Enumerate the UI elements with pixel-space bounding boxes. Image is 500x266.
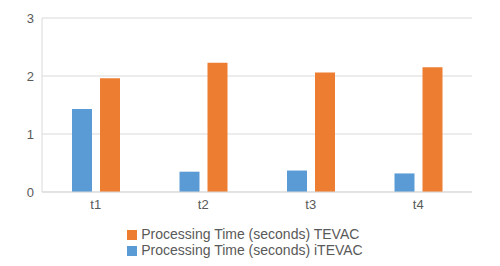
svg-text:2: 2 bbox=[27, 69, 34, 84]
html-text:Processing Time (seconds) iTEV: Processing Time (seconds) iTEVAC bbox=[141, 242, 363, 258]
svg-text:t1: t1 bbox=[90, 197, 101, 212]
html-text:Processing Time (seconds) TEVA: Processing Time (seconds) TEVAC bbox=[141, 226, 360, 242]
svg-text:3: 3 bbox=[27, 11, 34, 26]
svg-text:t3: t3 bbox=[305, 197, 316, 212]
svg-text:t2: t2 bbox=[198, 197, 209, 212]
svg-text:1: 1 bbox=[27, 127, 34, 142]
svg-text:t4: t4 bbox=[413, 197, 424, 212]
svg-text:0: 0 bbox=[27, 185, 34, 200]
